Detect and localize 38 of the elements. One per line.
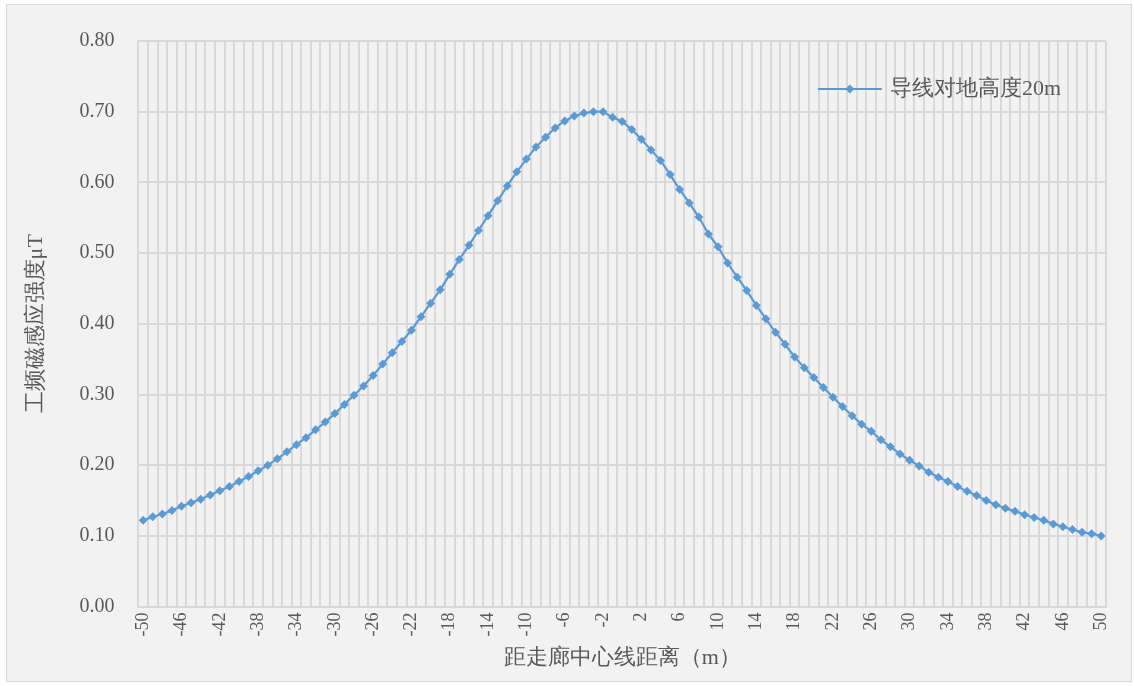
x-tick-label: 34 xyxy=(936,612,957,631)
x-tick-label: 18 xyxy=(783,612,804,631)
y-tick-label: 0.20 xyxy=(79,452,115,475)
x-tick-label: -26 xyxy=(361,612,382,637)
y-tick-label: 0.30 xyxy=(79,381,115,404)
y-tick-label: 0.80 xyxy=(79,28,115,51)
x-tick-label: -2 xyxy=(591,612,612,628)
x-tick-label: 30 xyxy=(898,612,919,631)
x-tick-label: -46 xyxy=(170,612,191,637)
y-tick-label: 0.10 xyxy=(79,523,115,546)
x-tick-label: 26 xyxy=(860,612,881,631)
x-tick-label: -14 xyxy=(476,612,497,637)
x-axis-title: 距走廊中心线距离（m） xyxy=(503,643,741,669)
x-tick-label: -38 xyxy=(246,612,267,637)
y-tick-label: 0.60 xyxy=(79,169,115,192)
y-tick-label: 0.00 xyxy=(79,593,115,616)
x-tick-label: -18 xyxy=(438,612,459,637)
x-tick-label: -6 xyxy=(553,612,574,628)
x-tick-label: 14 xyxy=(745,612,766,631)
x-tick-label: -50 xyxy=(131,612,152,637)
x-tick-label: 2 xyxy=(630,612,651,622)
x-tick-label: -42 xyxy=(208,612,229,637)
x-tick-label: 50 xyxy=(1089,612,1110,631)
x-tick-label: 6 xyxy=(668,612,689,622)
x-tick-label: 38 xyxy=(974,612,995,631)
legend-label: 导线对地高度20m xyxy=(889,74,1062,100)
x-tick-label: 46 xyxy=(1051,612,1072,631)
x-tick-label: -30 xyxy=(323,612,344,637)
x-tick-label: 10 xyxy=(706,612,727,631)
x-tick-label: -22 xyxy=(400,612,421,637)
y-tick-label: 0.40 xyxy=(79,311,115,334)
x-tick-label: 22 xyxy=(821,612,842,631)
x-tick-label: -34 xyxy=(285,612,306,637)
x-tick-label: 42 xyxy=(1013,612,1034,631)
x-tick-label: -10 xyxy=(515,612,536,637)
y-tick-label: 0.50 xyxy=(79,240,115,263)
y-tick-label: 0.70 xyxy=(79,98,115,121)
y-axis-title: 工频磁感应强度μT xyxy=(21,233,47,414)
